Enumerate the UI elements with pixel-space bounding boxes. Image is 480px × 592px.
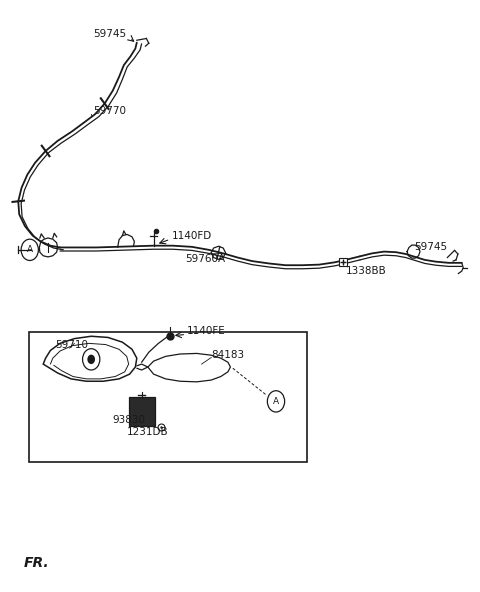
Text: 1338BB: 1338BB <box>346 265 386 275</box>
Text: 1140FE: 1140FE <box>187 326 226 336</box>
FancyBboxPatch shape <box>29 332 307 462</box>
FancyBboxPatch shape <box>129 397 155 426</box>
Text: 1231DB: 1231DB <box>127 427 169 437</box>
Text: FR.: FR. <box>24 556 49 570</box>
Text: A: A <box>27 245 33 255</box>
Circle shape <box>87 355 95 364</box>
Text: 59710: 59710 <box>55 340 88 350</box>
Text: 59760A: 59760A <box>185 254 225 264</box>
Text: 59745: 59745 <box>94 29 127 39</box>
Text: 59745: 59745 <box>414 242 447 252</box>
Text: 93830: 93830 <box>113 415 146 425</box>
Text: A: A <box>273 397 279 406</box>
Text: 1140FD: 1140FD <box>172 230 212 240</box>
Text: 59770: 59770 <box>94 105 127 115</box>
Text: 84183: 84183 <box>211 349 244 359</box>
